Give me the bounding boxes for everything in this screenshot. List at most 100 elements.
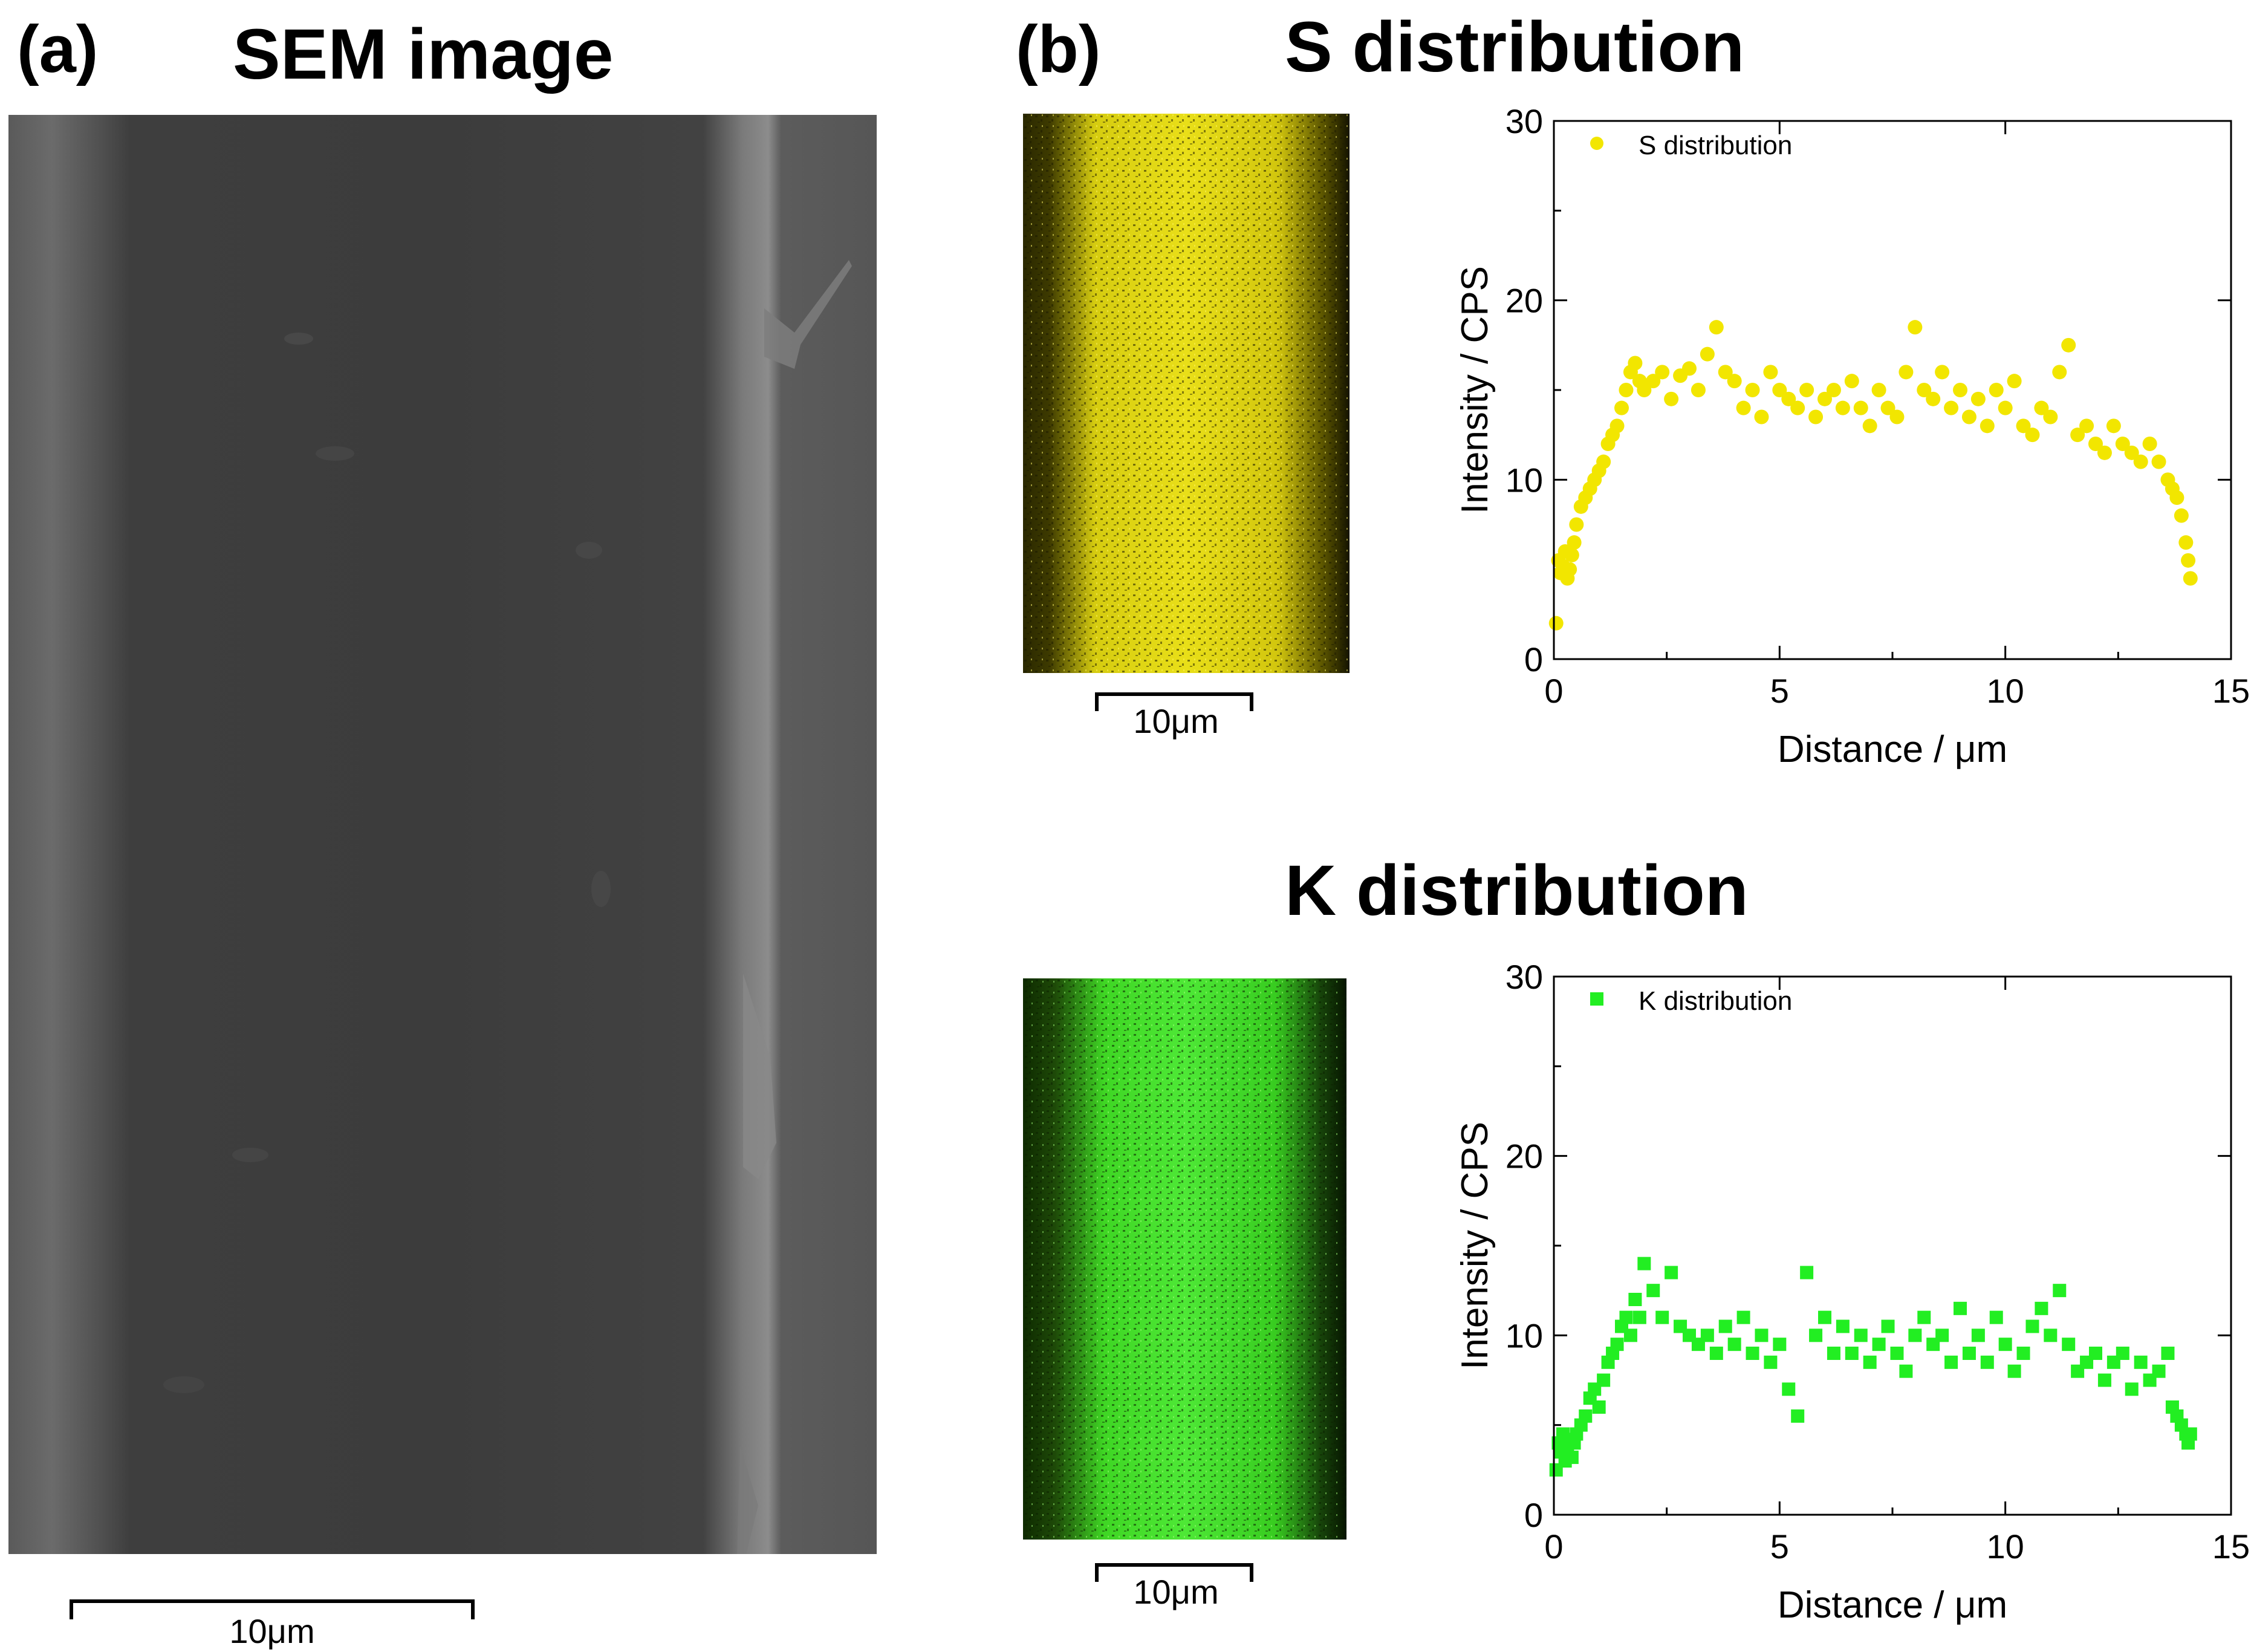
data-point — [1827, 1347, 1840, 1360]
data-point — [1682, 361, 1697, 376]
data-point — [1727, 374, 1742, 389]
k-map-scale-label: 10μm — [1133, 1573, 1219, 1611]
k-map-scale-bar — [1095, 1563, 1253, 1582]
data-point — [1954, 1301, 1967, 1315]
data-point — [2025, 1319, 2039, 1333]
data-point — [2133, 454, 2148, 469]
panel-a-letter: (a) — [17, 12, 99, 86]
data-point — [1619, 1310, 1633, 1324]
data-point — [1755, 1328, 1769, 1342]
y-tick-label: 10 — [1506, 1316, 1543, 1354]
data-point — [1961, 409, 1977, 424]
data-point — [1782, 1382, 1796, 1396]
data-point — [1853, 400, 1868, 415]
data-point — [1736, 1310, 1750, 1324]
data-point — [1844, 374, 1859, 389]
data-point — [1565, 1451, 1579, 1465]
data-point — [2174, 508, 2189, 523]
legend-marker — [1590, 137, 1603, 150]
data-point — [2053, 1284, 2067, 1298]
data-point — [1700, 1328, 1714, 1342]
x-tick-label: 10 — [1987, 1527, 2024, 1566]
data-point — [1917, 383, 1932, 397]
data-point — [1709, 320, 1724, 335]
data-point — [1980, 1355, 1994, 1369]
data-point — [1953, 383, 1967, 397]
data-point — [2079, 418, 2094, 434]
data-point — [1835, 400, 1850, 415]
data-point — [1791, 1409, 1805, 1423]
data-point — [2007, 1364, 2021, 1378]
data-point — [1567, 535, 1582, 550]
s-map-scale-label: 10μm — [1133, 702, 1219, 740]
s-distribution-chart: 0 5 10 15 0 10 20 30 S distribution Distance / μm… — [1454, 103, 2249, 770]
data-point — [1691, 383, 1706, 397]
data-point — [1871, 383, 1886, 397]
data-point — [1754, 409, 1769, 424]
data-point — [1998, 1338, 2012, 1351]
data-point — [1962, 1347, 1976, 1360]
legend-label: S distribution — [1639, 131, 1792, 160]
data-point — [1889, 409, 1905, 424]
data-point — [2181, 553, 2196, 568]
data-point — [2043, 409, 2058, 424]
y-tick-label: 30 — [1506, 103, 1543, 140]
data-point — [2142, 437, 2157, 451]
data-point — [1880, 400, 1895, 415]
x-axis-label: Distance / μm — [1778, 729, 2007, 770]
data-point — [2151, 454, 2166, 469]
data-point — [1799, 383, 1814, 397]
data-point — [1872, 1338, 1886, 1351]
data-point — [1998, 400, 2013, 415]
data-point — [1989, 1310, 2003, 1324]
sem-image — [8, 115, 877, 1554]
data-point — [2115, 437, 2130, 451]
data-point — [2183, 1427, 2197, 1441]
data-point — [2061, 337, 2076, 353]
data-point — [1800, 1266, 1814, 1280]
data-point — [2097, 1373, 2111, 1387]
data-point — [1881, 1319, 1895, 1333]
data-point — [1863, 1355, 1877, 1369]
data-point — [2034, 400, 2049, 415]
data-point — [2062, 1338, 2076, 1351]
data-point — [2125, 1382, 2139, 1396]
y-tick-label: 30 — [1506, 958, 1543, 996]
x-axis-label: Distance / μm — [1778, 1584, 2007, 1626]
x-tick-label: 10 — [1987, 672, 2024, 710]
data-point — [1808, 409, 1824, 424]
plot-frame — [1553, 975, 2232, 1516]
legend-marker — [1590, 992, 1603, 1006]
data-point — [1845, 1347, 1859, 1360]
data-point — [1826, 383, 1841, 397]
data-point — [1935, 365, 1950, 380]
panel-b-letter: (b) — [1016, 12, 1101, 86]
plot-frame — [1553, 120, 2232, 660]
x-tick-label: 0 — [1544, 672, 1563, 710]
s-distribution-title: S distribution — [1285, 7, 1745, 87]
k-distribution-chart: 0 5 10 15 0 10 20 30 K distribution Distance / μm… — [1454, 958, 2249, 1626]
data-point — [1655, 365, 1670, 380]
s-map-scale-bar — [1095, 692, 1253, 711]
data-point — [1908, 1328, 1922, 1342]
data-point — [1718, 1319, 1732, 1333]
data-point — [1609, 418, 1625, 434]
y-tick-label: 0 — [1524, 1496, 1543, 1534]
data-point — [1745, 383, 1760, 397]
data-point — [1772, 383, 1787, 397]
x-tick-label: 15 — [2212, 672, 2249, 710]
data-point — [1718, 365, 1733, 380]
data-point — [2089, 1347, 2102, 1360]
data-point — [1836, 1319, 1850, 1333]
data-point — [1562, 562, 1577, 577]
data-point — [1596, 454, 1611, 469]
data-point — [1564, 547, 1579, 562]
data-point — [1628, 356, 1643, 371]
data-point — [1623, 1328, 1637, 1342]
data-point — [2035, 1301, 2048, 1315]
data-point — [2183, 571, 2198, 586]
data-point — [2161, 1347, 2175, 1360]
data-point — [1592, 1400, 1606, 1414]
data-point — [1817, 391, 1832, 406]
data-point — [1971, 1328, 1985, 1342]
